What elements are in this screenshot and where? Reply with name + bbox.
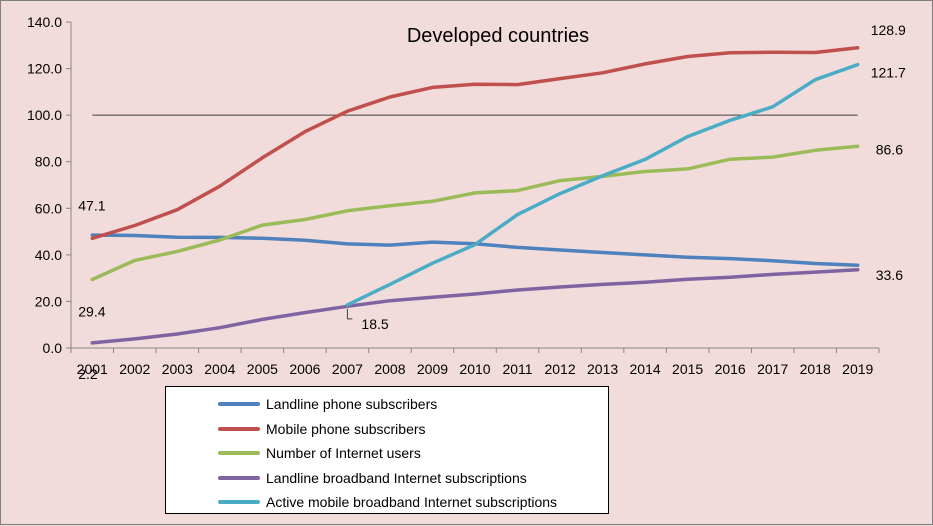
y-axis: 0.0 20.0 40.0 60.0 80.0 100.0 120.0 140.0 bbox=[27, 14, 72, 356]
x-tick-label: 2013 bbox=[587, 361, 618, 377]
legend-item-mobile-phone: Mobile phone subscribers bbox=[166, 417, 608, 442]
y-tick-label: 20.0 bbox=[35, 293, 62, 309]
y-tick-label: 0.0 bbox=[43, 340, 63, 356]
x-tick-label: 2019 bbox=[842, 361, 873, 377]
x-tick-label: 2018 bbox=[800, 361, 831, 377]
x-tick-label: 2008 bbox=[374, 361, 405, 377]
data-label-leader bbox=[346, 308, 353, 320]
data-label: 86.6 bbox=[876, 141, 903, 157]
y-tick-label: 80.0 bbox=[35, 154, 62, 170]
x-tick-label: 2005 bbox=[247, 361, 278, 377]
legend-item-landline-broadband: Landline broadband Internet subscription… bbox=[166, 466, 608, 491]
data-label: 128.9 bbox=[871, 22, 906, 38]
legend-item-mobile-broadband: Active mobile broadband Internet subscri… bbox=[166, 490, 608, 515]
x-axis: 2001 2002 2003 2004 2005 2006 2007 2008 2009 2010… bbox=[70, 347, 880, 377]
legend-label: Landline broadband Internet subscription… bbox=[266, 469, 527, 486]
data-label-layer: 47.1 29.4 2.2 18.5 128.9 121.7 86.6 33.6 bbox=[78, 22, 906, 382]
legend-swatch bbox=[218, 426, 260, 431]
legend-item-internet-users: Number of Internet users bbox=[166, 441, 608, 466]
series-line-5 bbox=[345, 62, 860, 307]
y-tick-label: 40.0 bbox=[35, 247, 62, 263]
legend: Landline phone subscribers Mobile phone … bbox=[165, 386, 609, 514]
x-tick-label: 2001 bbox=[77, 361, 108, 377]
data-label: 121.7 bbox=[871, 65, 906, 81]
chart-title: Developed countries bbox=[407, 25, 589, 47]
legend-label: Mobile phone subscribers bbox=[266, 420, 426, 437]
x-tick-label: 2016 bbox=[715, 361, 746, 377]
data-label: 2.2 bbox=[78, 366, 98, 382]
x-tick-label: 2011 bbox=[502, 361, 532, 377]
x-tick-label: 2017 bbox=[757, 361, 788, 377]
legend-swatch bbox=[218, 475, 260, 480]
x-tick-label: 2014 bbox=[630, 361, 661, 377]
series-line-2 bbox=[90, 46, 860, 241]
legend-swatch bbox=[218, 451, 260, 456]
x-tick-label: 2012 bbox=[544, 361, 575, 377]
series-line-4 bbox=[90, 268, 860, 345]
x-tick-label: 2010 bbox=[459, 361, 490, 377]
legend-swatch bbox=[218, 500, 260, 505]
x-tick-label: 2003 bbox=[162, 361, 193, 377]
x-tick-label: 2007 bbox=[332, 361, 363, 377]
legend-label: Number of Internet users bbox=[266, 445, 421, 462]
y-tick-label: 100.0 bbox=[27, 107, 62, 123]
x-tick-label: 2004 bbox=[204, 361, 235, 377]
data-label: 47.1 bbox=[78, 197, 105, 213]
series-line-3 bbox=[90, 144, 860, 282]
legend-swatch bbox=[218, 402, 260, 407]
legend-item-landline-phone: Landline phone subscribers bbox=[166, 392, 608, 417]
legend-label: Active mobile broadband Internet subscri… bbox=[266, 494, 558, 511]
x-tick-label: 2002 bbox=[119, 361, 150, 377]
y-tick-label: 120.0 bbox=[27, 61, 62, 77]
y-tick-label: 140.0 bbox=[27, 14, 62, 30]
y-tick-label: 60.0 bbox=[35, 200, 62, 216]
series-line-1 bbox=[90, 233, 860, 268]
x-tick-label: 2006 bbox=[289, 361, 320, 377]
data-label: 29.4 bbox=[78, 304, 105, 320]
x-tick-label: 2009 bbox=[417, 361, 448, 377]
data-label: 18.5 bbox=[361, 316, 388, 332]
x-tick-label: 2015 bbox=[672, 361, 703, 377]
data-label: 33.6 bbox=[876, 267, 903, 283]
series-layer bbox=[90, 46, 860, 345]
legend-label: Landline phone subscribers bbox=[266, 396, 438, 413]
